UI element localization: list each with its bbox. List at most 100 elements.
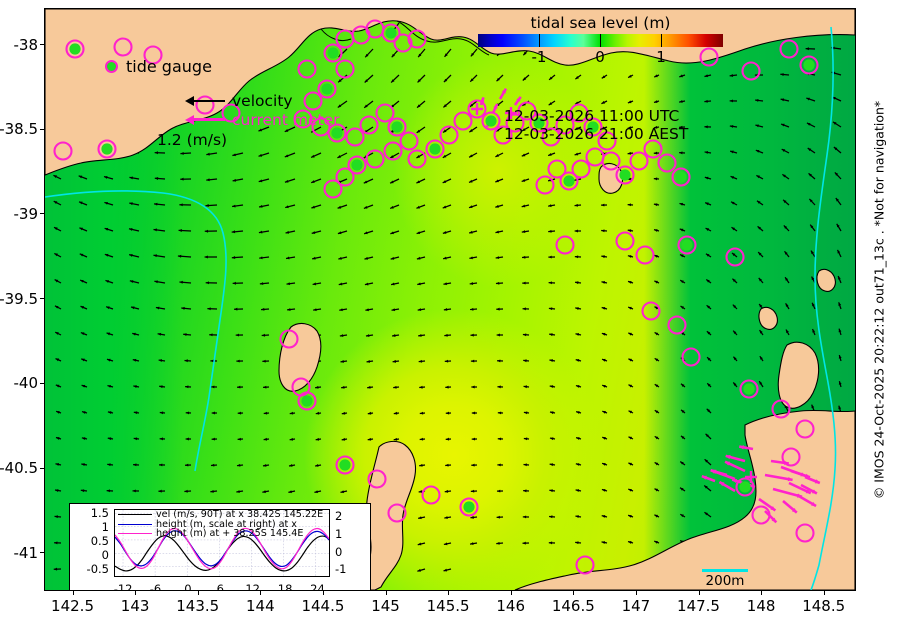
tide-gauge-marker[interactable] bbox=[453, 111, 473, 131]
tide-gauge-marker[interactable] bbox=[365, 149, 385, 169]
tide-gauge-marker[interactable] bbox=[481, 111, 501, 131]
tide-gauge-marker[interactable] bbox=[585, 147, 605, 167]
map-panel[interactable]: tidal sea level (m) -1 0 1 tide gauge bbox=[44, 8, 856, 591]
tide-gauge-marker[interactable] bbox=[795, 419, 815, 439]
tide-gauge-marker[interactable] bbox=[735, 477, 755, 497]
tide-gauge-marker[interactable] bbox=[547, 159, 567, 179]
tide-gauge-marker[interactable] bbox=[335, 59, 355, 79]
tide-gauge-marker[interactable] bbox=[327, 123, 347, 143]
tide-gauge-marker[interactable] bbox=[367, 469, 387, 489]
tide-gauge-marker[interactable] bbox=[323, 43, 343, 63]
tide-gauge-marker[interactable] bbox=[53, 141, 73, 161]
latitude-tickmark-5 bbox=[40, 467, 45, 469]
timeseries-series-0-label: vel (m/s, 90T) at x 38.42S 145.22E bbox=[156, 509, 324, 520]
tide-gauge-marker[interactable] bbox=[643, 139, 663, 159]
tide-gauge-marker[interactable] bbox=[681, 347, 701, 367]
tide-gauge-marker[interactable] bbox=[335, 167, 355, 187]
tide-gauge-marker[interactable] bbox=[97, 139, 117, 159]
tide-gauge-marker[interactable] bbox=[781, 447, 801, 467]
tide-gauge-marker[interactable] bbox=[467, 99, 487, 119]
tide-gauge-marker[interactable] bbox=[555, 235, 575, 255]
tide-gauge-marker[interactable] bbox=[421, 485, 441, 505]
tide-gauge-marker[interactable] bbox=[195, 95, 215, 115]
timeseries-right-tick-2: 0 bbox=[335, 544, 343, 559]
tide-gauge-marker[interactable] bbox=[739, 379, 759, 399]
timeseries-inset[interactable]: vel (m/s, 90T) at x 38.42S 145.22E heigh… bbox=[69, 503, 371, 591]
tide-gauge-marker[interactable] bbox=[641, 301, 661, 321]
tide-gauge-marker[interactable] bbox=[297, 59, 317, 79]
tide-gauge-marker[interactable] bbox=[575, 555, 595, 575]
tide-gauge-marker[interactable] bbox=[439, 125, 459, 145]
tide-gauge-marker[interactable] bbox=[359, 115, 379, 135]
tide-gauge-marker[interactable] bbox=[407, 29, 427, 49]
tide-gauge-fill bbox=[803, 59, 815, 71]
tide-gauge-marker[interactable] bbox=[601, 151, 621, 171]
tide-gauge-marker[interactable] bbox=[555, 115, 575, 135]
tide-gauge-marker[interactable] bbox=[407, 149, 427, 169]
tide-gauge-marker[interactable] bbox=[459, 497, 479, 517]
tide-gauge-marker[interactable] bbox=[347, 155, 367, 175]
tide-gauge-marker[interactable] bbox=[583, 117, 603, 137]
tide-gauge-marker[interactable] bbox=[635, 245, 655, 265]
tide-gauge-marker[interactable] bbox=[741, 61, 761, 81]
tide-gauge-marker[interactable] bbox=[381, 23, 401, 43]
tide-gauge-marker[interactable] bbox=[387, 117, 407, 137]
tide-gauge-marker[interactable] bbox=[65, 39, 85, 59]
tide-gauge-marker[interactable] bbox=[493, 125, 513, 145]
tide-gauge-marker[interactable] bbox=[615, 231, 635, 251]
tide-gauge-marker[interactable] bbox=[541, 127, 561, 147]
timeseries-right-tick-1: 1 bbox=[335, 526, 343, 541]
tide-gauge-marker[interactable] bbox=[221, 103, 241, 123]
tide-gauge-marker[interactable] bbox=[279, 329, 299, 349]
colorbar-ticklabels: -1 0 1 bbox=[478, 47, 723, 66]
tide-gauge-marker[interactable] bbox=[569, 103, 589, 123]
tide-gauge-marker[interactable] bbox=[529, 113, 549, 133]
tide-gauge-marker[interactable] bbox=[387, 503, 407, 523]
tide-gauge-marker[interactable] bbox=[365, 19, 385, 39]
tide-gauge-marker[interactable] bbox=[375, 103, 395, 123]
timeseries-left-tick-0: 1.5 bbox=[90, 506, 109, 521]
tide-gauge-marker[interactable] bbox=[399, 131, 419, 151]
tide-gauge-marker[interactable] bbox=[771, 399, 791, 419]
timeseries-x-tick-4: 12 bbox=[245, 582, 261, 591]
tide-gauge-marker[interactable] bbox=[317, 79, 337, 99]
timeseries-series-2-label: height (m) at + 38.25S 145.4E bbox=[156, 528, 304, 540]
tide-gauge-marker[interactable] bbox=[751, 505, 771, 525]
tide-gauge-marker[interactable] bbox=[143, 45, 163, 65]
tide-gauge-marker[interactable] bbox=[657, 153, 677, 173]
tide-gauge-marker[interactable] bbox=[671, 167, 691, 187]
longitude-tick-5: 145 bbox=[371, 597, 400, 615]
tide-gauge-marker[interactable] bbox=[297, 391, 317, 411]
tide-gauge-marker[interactable] bbox=[345, 127, 365, 147]
tide-gauge-marker[interactable] bbox=[393, 33, 413, 53]
tide-gauge-markers[interactable] bbox=[45, 9, 855, 590]
tide-gauge-marker[interactable] bbox=[335, 455, 355, 475]
tide-gauge-marker[interactable] bbox=[425, 139, 445, 159]
tide-gauge-marker[interactable] bbox=[383, 141, 403, 161]
tide-gauge-marker[interactable] bbox=[725, 247, 745, 267]
tide-gauge-marker[interactable] bbox=[571, 159, 591, 179]
tide-gauge-marker[interactable] bbox=[667, 315, 687, 335]
copyright-notice: © IMOS 24-Oct-2025 20:22:12 out71_13c . … bbox=[866, 8, 892, 591]
tide-gauge-marker[interactable] bbox=[597, 131, 617, 151]
tide-gauge-marker[interactable] bbox=[535, 175, 555, 195]
tide-gauge-marker[interactable] bbox=[559, 171, 579, 191]
tide-gauge-marker[interactable] bbox=[323, 179, 343, 199]
velocity-arrow-icon bbox=[185, 95, 225, 106]
tide-gauge-marker[interactable] bbox=[311, 117, 331, 137]
tide-gauge-marker[interactable] bbox=[293, 109, 313, 129]
latitude-tickmark-2 bbox=[40, 213, 45, 215]
tide-gauge-marker[interactable] bbox=[517, 101, 537, 121]
tide-gauge-marker[interactable] bbox=[799, 55, 819, 75]
tide-gauge-marker[interactable] bbox=[335, 29, 355, 49]
tide-gauge-marker[interactable] bbox=[677, 235, 697, 255]
tide-gauge-marker[interactable] bbox=[505, 113, 525, 133]
tide-gauge-marker[interactable] bbox=[629, 151, 649, 171]
tide-gauge-marker[interactable] bbox=[303, 91, 323, 111]
tide-gauge-marker[interactable] bbox=[795, 523, 815, 543]
tide-gauge-marker[interactable] bbox=[779, 39, 799, 59]
tide-gauge-marker[interactable] bbox=[615, 165, 635, 185]
tide-gauge-marker[interactable] bbox=[699, 47, 719, 67]
tide-gauge-marker[interactable] bbox=[113, 37, 133, 57]
colorbar-title: tidal sea level (m) bbox=[530, 14, 671, 32]
